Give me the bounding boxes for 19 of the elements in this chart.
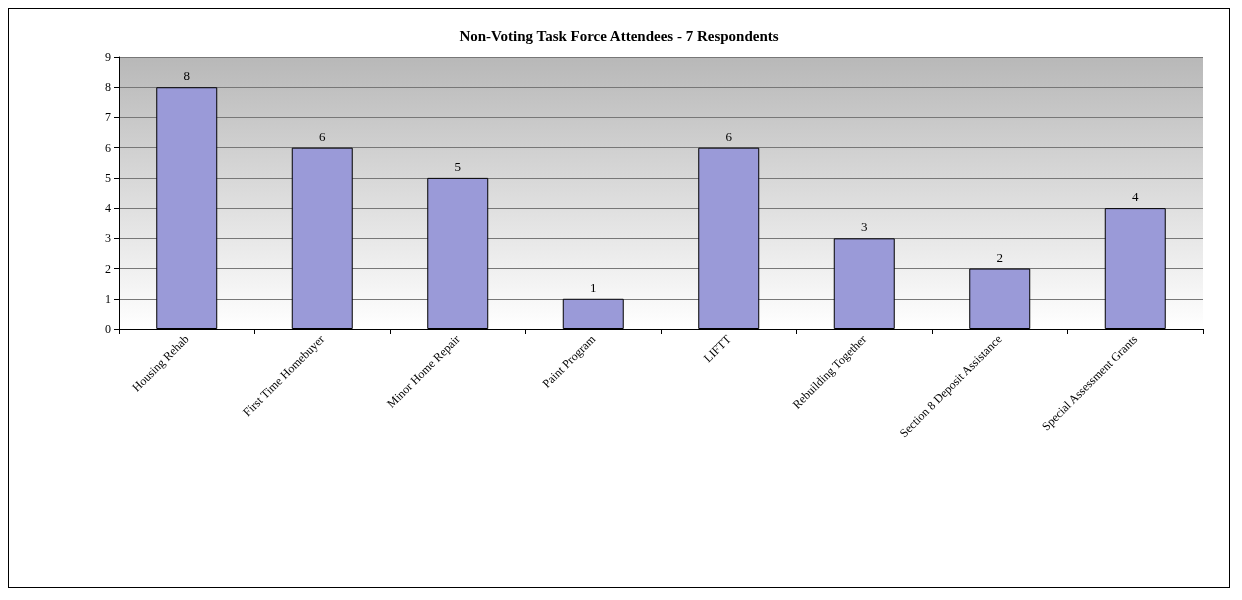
data-label: 8 [183,68,190,84]
y-tick-label: 7 [105,110,111,125]
y-tick-label: 6 [105,140,111,155]
data-label: 2 [996,249,1003,265]
y-tick-label: 0 [105,322,111,336]
y-tick-label: 4 [105,201,111,216]
data-label: 6 [725,128,733,144]
y-tick-label: 8 [105,80,111,95]
data-label: 6 [319,128,326,144]
y-tick-label: 5 [105,170,111,185]
y-tick-label: 1 [105,291,111,306]
data-label: 5 [454,158,461,174]
y-tick-label: 2 [105,261,111,276]
data-label: 3 [861,219,868,235]
y-tick-label: 9 [105,50,111,64]
data-label: 1 [590,279,597,295]
chart-title: Non-Voting Task Force Attendees - 7 Respondents [459,27,779,44]
y-tick-label: 3 [105,231,111,246]
data-label: 4 [1132,189,1139,205]
